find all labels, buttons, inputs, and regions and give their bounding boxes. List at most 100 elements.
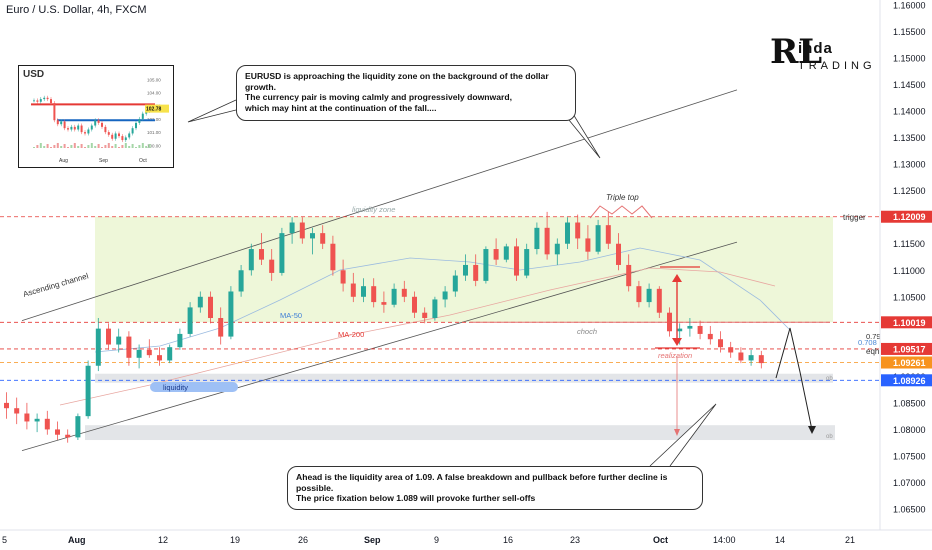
candle-body — [463, 264, 468, 276]
inset-candle-body — [101, 122, 103, 127]
price-tick-label: 1.16000 — [893, 1, 926, 11]
inset-candle-body — [121, 136, 124, 141]
candle-body — [218, 318, 224, 337]
candle-body — [412, 296, 417, 313]
ob-label-upper: ob — [826, 376, 833, 382]
inset-price-badge-text: 102.78 — [146, 107, 162, 113]
candle-body — [310, 233, 315, 239]
inset-volume-bar — [107, 143, 110, 148]
candle-body — [157, 355, 162, 361]
forecast-path — [775, 327, 813, 431]
time-tick-label: Sep — [364, 535, 381, 545]
inset-price-tick: 105.00 — [147, 77, 161, 82]
candle-body — [432, 299, 438, 319]
inset-volume-bar — [118, 147, 120, 148]
candle-body — [24, 413, 30, 422]
time-tick-label: 5 — [2, 535, 7, 545]
candle-body — [55, 429, 60, 435]
level-badge-eqh — [881, 342, 932, 355]
price-tick-label: 1.11000 — [893, 266, 925, 276]
inset-candle-body — [60, 121, 63, 125]
inset-candle-body — [141, 113, 144, 119]
candle-body — [208, 296, 213, 319]
logo-line-2: TRADING — [798, 60, 876, 72]
candle-body — [636, 286, 642, 303]
inset-volume-bar — [111, 146, 114, 148]
candle-body — [85, 365, 91, 417]
inset-month-label: Aug — [59, 158, 68, 164]
candle-body — [228, 291, 234, 337]
candle-body — [75, 416, 81, 438]
forecast-arrowhead — [808, 426, 816, 434]
inset-volume-bar — [60, 146, 63, 148]
bottom-callout-line-1: Ahead is the liquidity area of 1.09. A f… — [296, 472, 668, 493]
inset-symbol-label: USD — [23, 69, 44, 80]
inset-volume-bar — [104, 145, 107, 148]
candle-body — [4, 402, 9, 409]
level-badge-current — [881, 356, 932, 369]
candle-body — [340, 270, 346, 284]
inset-price-tick: 104.00 — [147, 91, 161, 96]
candle-body — [728, 347, 734, 353]
time-tick-label: Aug — [68, 535, 86, 545]
candle-body — [14, 408, 20, 414]
logo-initials: RL — [770, 32, 823, 72]
time-tick-label: 9 — [434, 535, 439, 545]
candle-body — [514, 246, 519, 276]
candle-body — [401, 288, 407, 297]
projection-arrowhead — [674, 429, 680, 436]
inset-volume-bar — [36, 145, 39, 148]
channel-upper-line — [21, 89, 738, 322]
inset-candle-body — [97, 120, 100, 123]
inset-volume-bar — [135, 147, 137, 148]
bottom-callout-pointer — [649, 403, 717, 467]
candle-body — [422, 312, 428, 319]
inset-volume-bar — [90, 143, 93, 148]
chart-title: Euro / U.S. Dollar, 4h, FXCM — [6, 4, 147, 16]
brand-logo: RL inda TRADING — [770, 32, 872, 80]
candle-body — [677, 328, 683, 332]
bottom-callout: Ahead is the liquidity area of 1.09. A f… — [287, 466, 703, 510]
inset-volume-bar — [33, 147, 35, 148]
inset-volume-bar — [50, 147, 52, 148]
inset-volume-bar — [39, 143, 42, 148]
price-tick-label: 1.15500 — [893, 27, 926, 37]
price-tick-label: 1.14500 — [893, 80, 926, 90]
eqh-label: eqh — [866, 347, 879, 356]
level-badge-text-current: 1.09261 — [893, 358, 926, 368]
inset-volume-bar — [46, 144, 49, 148]
channel-lower-line — [21, 241, 738, 452]
top-callout: EURUSD is approaching the liquidity zone… — [236, 65, 576, 121]
inset-candle-body — [46, 97, 49, 100]
candle-body — [371, 286, 377, 303]
level-badge-trigger — [881, 210, 932, 223]
inset-volume-bar — [73, 143, 76, 148]
liquidity-label: liquidity — [163, 383, 188, 392]
price-tick-label: 1.14000 — [893, 107, 926, 117]
candle-body — [534, 227, 540, 250]
candle-body — [197, 296, 203, 308]
candle-body — [34, 418, 40, 422]
triple-top-mark — [589, 205, 653, 219]
ma200-line — [59, 267, 776, 406]
candle-body — [238, 270, 244, 292]
candle-body — [248, 249, 254, 271]
inset-volume-bar — [77, 146, 80, 148]
inset-candle-body — [63, 121, 66, 129]
candle-body — [330, 243, 336, 271]
choch-label: choch — [577, 327, 597, 336]
candle-body — [146, 349, 152, 356]
inset-price-tick: 100.00 — [147, 143, 161, 148]
inset-candle-body — [33, 100, 35, 102]
level-badge-choch — [881, 316, 932, 329]
trigger-label: trigger — [843, 213, 866, 222]
inset-volume-bar — [97, 144, 100, 148]
candle-body — [697, 325, 703, 334]
candle-body — [605, 225, 611, 244]
candle-body — [554, 243, 560, 255]
candle-body — [493, 249, 499, 260]
candle-body — [106, 328, 111, 345]
inset-volume-bar — [43, 146, 46, 148]
time-tick-label: 26 — [298, 535, 308, 545]
